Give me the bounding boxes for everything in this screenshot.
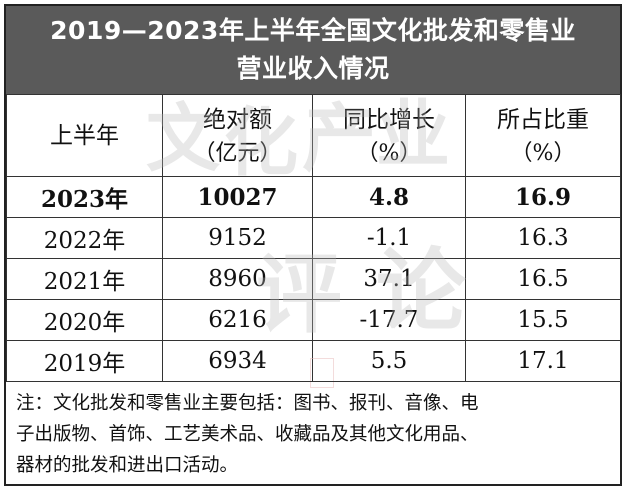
cell-growth: -1.1	[312, 217, 466, 259]
table-row: 2021年 8960 37.1 16.5	[6, 258, 621, 300]
title-banner: 2019—2023年上半年全国文化批发和零售业 营业收入情况	[6, 6, 620, 94]
cell-share: 16.5	[465, 258, 621, 300]
header-amount: 绝对额 （亿元）	[162, 94, 313, 177]
cell-amount: 10027	[162, 176, 313, 218]
footnote-line-2: 子出版物、首饰、工艺美术品、收藏品及其他文化用品、	[16, 424, 479, 445]
revenue-table: 上半年 绝对额 （亿元） 同比增长 （%） 所占比重 （%） 2023年 100…	[6, 94, 621, 382]
header-share: 所占比重 （%）	[465, 94, 621, 177]
cell-share: 16.3	[465, 217, 621, 259]
seal-stamp	[310, 358, 334, 388]
cell-growth: -17.7	[312, 299, 466, 341]
cell-amount: 6934	[162, 340, 313, 382]
cell-share: 17.1	[465, 340, 621, 382]
table-row: 2023年 10027 4.8 16.9	[6, 176, 621, 218]
cell-year: 2023年	[6, 176, 163, 218]
header-growth: 同比增长 （%）	[312, 94, 466, 177]
table-header-row: 上半年 绝对额 （亿元） 同比增长 （%） 所占比重 （%）	[6, 94, 621, 177]
header-year: 上半年	[6, 94, 163, 177]
table-row: 2022年 9152 -1.1 16.3	[6, 217, 621, 259]
cell-year: 2021年	[6, 258, 163, 300]
cell-amount: 6216	[162, 299, 313, 341]
cell-amount: 8960	[162, 258, 313, 300]
cell-share: 16.9	[465, 176, 621, 218]
cell-year: 2022年	[6, 217, 163, 259]
cell-share: 15.5	[465, 299, 621, 341]
cell-growth: 4.8	[312, 176, 466, 218]
cell-growth: 37.1	[312, 258, 466, 300]
footnote-line-1: 注：文化批发和零售业主要包括：图书、报刊、音像、电	[16, 393, 479, 414]
cell-growth: 5.5	[312, 340, 466, 382]
footnote: 注：文化批发和零售业主要包括：图书、报刊、音像、电 子出版物、首饰、工艺美术品、…	[6, 381, 620, 484]
cell-amount: 9152	[162, 217, 313, 259]
table-row: 2020年 6216 -17.7 15.5	[6, 299, 621, 341]
title-line-1: 2019—2023年上半年全国文化批发和零售业	[50, 16, 576, 45]
cell-year: 2020年	[6, 299, 163, 341]
title-line-2: 营业收入情况	[236, 54, 390, 83]
cell-year: 2019年	[6, 340, 163, 382]
footnote-line-3: 器材的批发和进出口活动。	[16, 455, 239, 476]
stats-card: 2019—2023年上半年全国文化批发和零售业 营业收入情况 上半年 绝对额 （…	[4, 4, 622, 486]
